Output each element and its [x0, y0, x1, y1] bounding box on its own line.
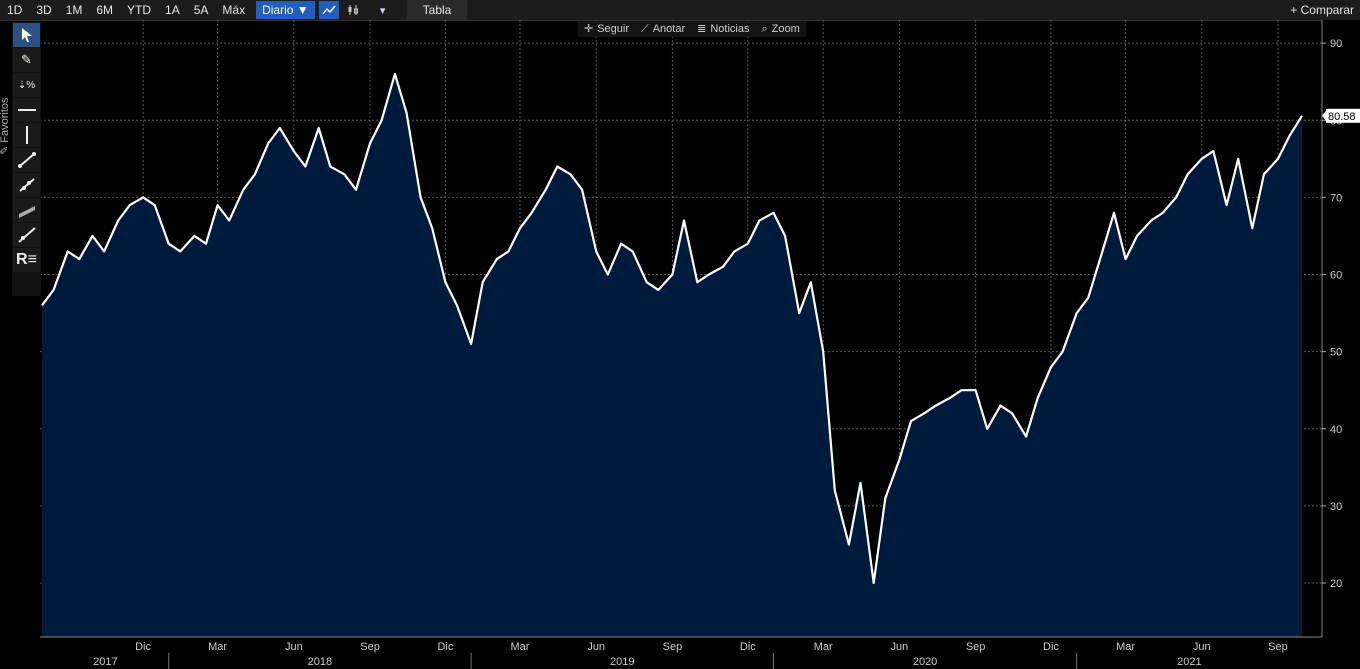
range-1a-button[interactable]: 1A	[165, 3, 180, 17]
x-tick-label: Jun	[1193, 641, 1211, 653]
year-label-2019: 2019	[610, 656, 634, 668]
range-3d-button[interactable]: 3D	[36, 3, 52, 17]
x-axis: Dic Mar Jun Sep Dic Mar Jun Sep Dic Mar Jun Sep Dic M…	[0, 636, 1360, 669]
crosshair-icon: ✛	[584, 23, 594, 35]
annotate-button[interactable]: ⟋ Anotar	[635, 21, 691, 37]
year-label-2020: 2020	[913, 656, 937, 668]
x-tick-label: Dic	[437, 641, 453, 653]
news-button[interactable]: ≣ Noticias	[691, 21, 755, 37]
favorites-tab[interactable]: ✎ Favoritos	[0, 97, 11, 155]
price-chart: 2030405060708090 DicMarJunSepDicMarJunSe…	[0, 20, 1360, 669]
x-tick-label: Mar	[1116, 641, 1135, 653]
retracement-icon[interactable]: R≡	[13, 248, 40, 272]
measure-percent-icon[interactable]: ⇣%	[13, 73, 40, 97]
follow-label: Seguir	[597, 23, 630, 35]
range-max-button[interactable]: Máx	[222, 3, 246, 17]
x-tick-label: Mar	[208, 641, 227, 653]
table-button[interactable]: Tabla	[406, 0, 468, 20]
pointer-icon[interactable]	[13, 23, 40, 47]
y-tick-label-40: 40	[1330, 424, 1342, 436]
y-tick-label-70: 70	[1330, 192, 1342, 204]
price-line	[41, 72, 1303, 585]
x-tick-label: Sep	[1268, 641, 1288, 653]
follow-button[interactable]: ✛ Seguir	[578, 21, 635, 37]
last-value-label: 80.58	[1322, 108, 1360, 123]
last-value-text: 80.58	[1328, 111, 1356, 123]
news-icon: ≣	[697, 23, 707, 35]
y-tick-label-60: 60	[1330, 270, 1342, 282]
y-tick-label-90: 90	[1330, 38, 1342, 50]
drawing-tools-sidebar: ✎ ⇣% R≡	[12, 22, 41, 296]
x-tick-label: Mar	[511, 641, 530, 653]
x-tick-label: Jun	[285, 641, 303, 653]
y-tick-label-50: 50	[1330, 347, 1342, 359]
x-tick-label: Jun	[891, 641, 909, 653]
y-tick-label-30: 30	[1330, 501, 1342, 513]
year-label-2018: 2018	[308, 656, 332, 668]
x-tick-label: Sep	[966, 641, 986, 653]
range-1m-button[interactable]: 1M	[65, 3, 83, 17]
frequency-select[interactable]: Diario ▼	[256, 1, 315, 19]
news-label: Noticias	[710, 23, 750, 35]
candlestick-icon[interactable]	[343, 1, 363, 19]
trend-line-icon[interactable]	[13, 148, 40, 172]
extended-line-icon[interactable]	[13, 223, 40, 247]
y-axis-panel	[1322, 20, 1360, 669]
pencil-icon: ⟋	[641, 23, 649, 35]
x-tick-label: Sep	[360, 641, 380, 653]
y-tick-label-20: 20	[1330, 578, 1342, 590]
pen-icon[interactable]: ✎	[13, 48, 40, 72]
last-value-pointer	[1322, 110, 1326, 121]
range-6m-button[interactable]: 6M	[96, 3, 114, 17]
ray-line-icon[interactable]	[13, 173, 40, 197]
range-5a-button[interactable]: 5A	[193, 3, 209, 17]
x-tick-label: Sep	[663, 641, 683, 653]
horizontal-line-icon[interactable]	[13, 98, 40, 122]
x-tick-label: Dic	[740, 641, 756, 653]
x-axis-panel	[0, 637, 1360, 669]
x-tick-label: Mar	[814, 641, 833, 653]
price-area	[42, 74, 1302, 637]
favorites-label: Favoritos	[0, 97, 11, 143]
vertical-line-icon[interactable]	[13, 123, 40, 147]
last-value-box	[1326, 108, 1360, 123]
range-ytd-button[interactable]: YTD	[127, 3, 152, 17]
compare-button[interactable]: + Comparar	[1290, 3, 1354, 17]
chevron-down-icon[interactable]: ▾	[379, 4, 386, 17]
chart-actions-bar: ✛ Seguir ⟋ Anotar ≣ Noticias ⌕ Zoom	[578, 21, 806, 37]
x-tick-label: Jun	[587, 641, 605, 653]
annotate-label: Anotar	[652, 23, 686, 35]
x-tick-label: Dic	[135, 641, 151, 653]
range-toolbar: 1D 3D 1M 6M YTD 1A 5A Máx Diario ▼ ▾ Tab…	[0, 0, 1360, 21]
zoom-label: Zoom	[771, 23, 800, 35]
year-label-2021: 2021	[1177, 656, 1201, 668]
line-chart-icon[interactable]	[318, 1, 339, 19]
favorites-pencil-icon: ✎	[0, 142, 11, 155]
x-tick-label: Dic	[1043, 641, 1059, 653]
year-label-2017: 2017	[93, 656, 117, 668]
zoom-button[interactable]: ⌕ Zoom	[755, 21, 805, 37]
range-1d-button[interactable]: 1D	[7, 3, 23, 17]
channel-icon[interactable]	[13, 198, 40, 222]
magnifier-icon: ⌕	[761, 23, 768, 35]
